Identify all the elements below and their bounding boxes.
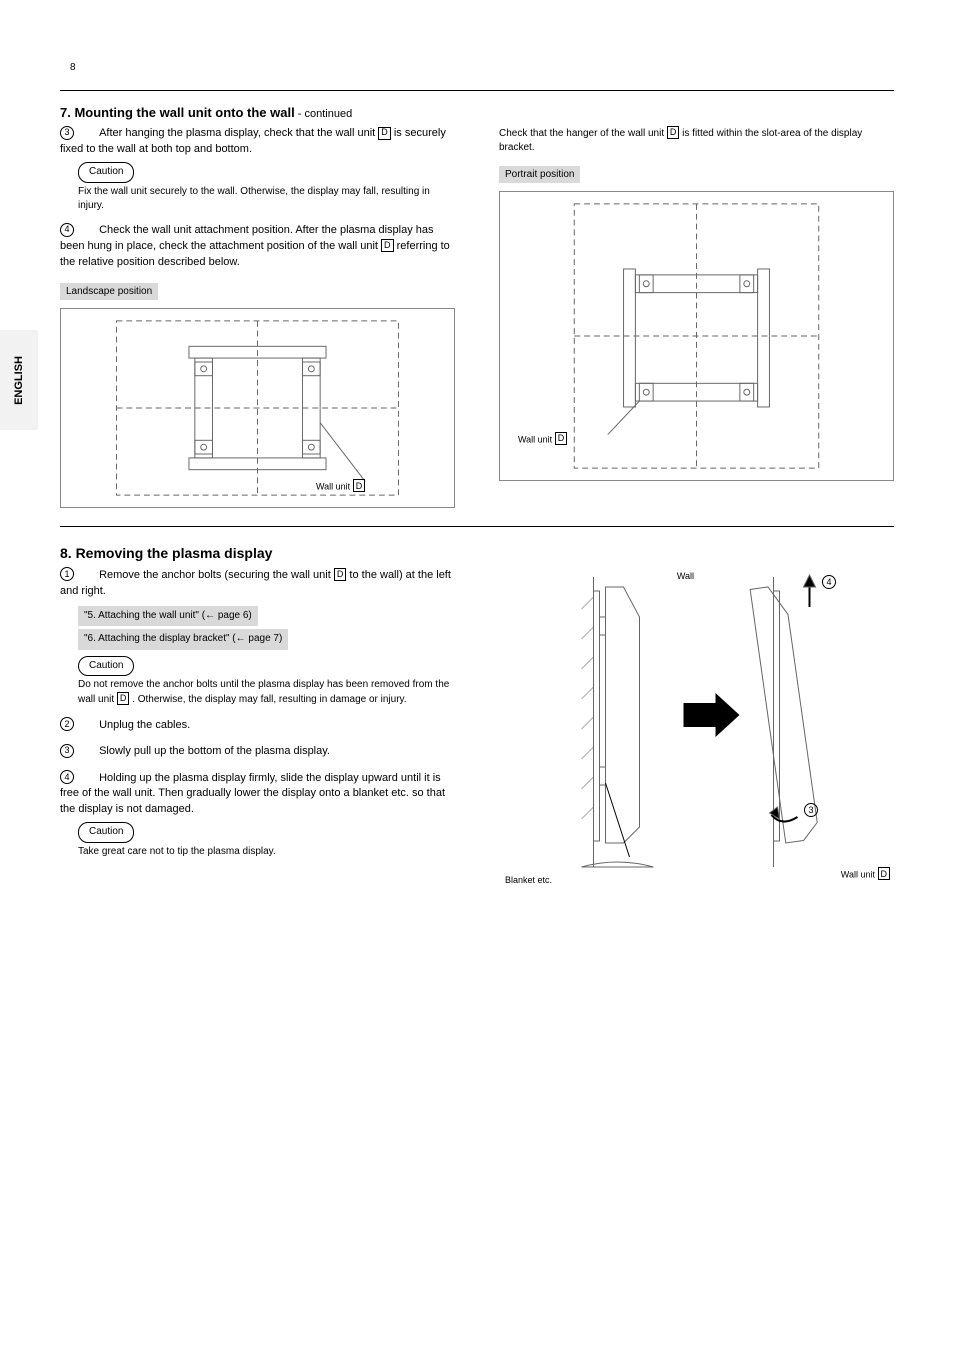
diagram-step4-marker: 4 [822, 575, 836, 589]
step-4-boxed-d: D [381, 239, 394, 252]
s8-step3-marker: 3 [60, 744, 74, 758]
wall-unit-label: Wall unit [841, 870, 875, 880]
top-rule [60, 90, 894, 91]
landscape-callout-label: Wall unit [316, 482, 350, 492]
section-7-title: 7. Mounting the wall unit onto the wall [60, 105, 295, 120]
blanket-label: Blanket etc. [505, 875, 552, 885]
caution-2-boxed: D [117, 692, 130, 705]
step-4-text-a: Check the wall unit attachment position.… [60, 224, 434, 252]
mid-rule [60, 526, 894, 527]
language-tab-label: ENGLISH [13, 356, 25, 405]
step-3-text-a: After hanging the plasma display, check … [99, 127, 378, 139]
caution-pill-3: Caution [78, 822, 134, 843]
step-3-marker: 3 [60, 126, 74, 140]
caution-2-body-b: . Otherwise, the display may fall, resul… [132, 694, 406, 705]
language-tab: ENGLISH [0, 330, 38, 430]
portrait-callout-boxed: D [555, 432, 568, 445]
s8-step1-marker: 1 [60, 567, 74, 581]
removal-svg [493, 567, 894, 907]
s8-step4-text: Holding up the plasma display firmly, sl… [60, 772, 445, 816]
caution-pill-2: Caution [78, 656, 134, 677]
landscape-callout-boxed: D [353, 479, 366, 492]
section-7: 7. Mounting the wall unit onto the wall … [60, 105, 894, 508]
diagram-step3-marker: 3 [804, 803, 818, 817]
ref-bar-6: "6. Attaching the display bracket" (← pa… [78, 629, 288, 650]
caution-1-body: Fix the wall unit securely to the wall. … [78, 185, 455, 213]
landscape-note-boxed: D [667, 126, 680, 139]
caution-pill-1: Caution [78, 162, 134, 183]
portrait-position-bar: Portrait position [499, 166, 580, 183]
step-4-marker: 4 [60, 223, 74, 237]
landscape-svg [67, 315, 448, 501]
landscape-position-bar: Landscape position [60, 283, 158, 300]
removal-diagram: Wall 4 3 Wall unit D Blanket etc. [493, 567, 894, 907]
wall-unit-boxed: D [878, 867, 891, 880]
page-number: 8 [70, 62, 76, 73]
portrait-diagram: Wall unit D [499, 191, 894, 481]
arrow-right-icon [684, 693, 740, 737]
s8-step2-marker: 2 [60, 717, 74, 731]
s8-step1-boxed: D [334, 568, 347, 581]
ref-bar-5: "5. Attaching the wall unit" (← page 6) [78, 606, 258, 627]
s8-step4-marker: 4 [60, 770, 74, 784]
s8-step2-text: Unplug the cables. [99, 719, 190, 731]
landscape-note-a: Check that the hanger of the wall unit [499, 128, 667, 139]
wall-label: Wall [677, 571, 694, 581]
s8-step1-text-a: Remove the anchor bolts (securing the wa… [99, 569, 334, 581]
section-8-title: 8. Removing the plasma display [60, 545, 894, 561]
landscape-diagram: Wall unit D [60, 308, 455, 508]
s8-step3-text: Slowly pull up the bottom of the plasma … [99, 745, 330, 757]
portrait-callout-label: Wall unit [518, 434, 552, 444]
step-3-boxed-d: D [378, 127, 391, 140]
caution-3-body: Take great care not to tip the plasma di… [78, 845, 461, 859]
section-7-title-suffix: - continued [295, 108, 352, 120]
section-8: 8. Removing the plasma display 1 Remove … [60, 545, 894, 907]
